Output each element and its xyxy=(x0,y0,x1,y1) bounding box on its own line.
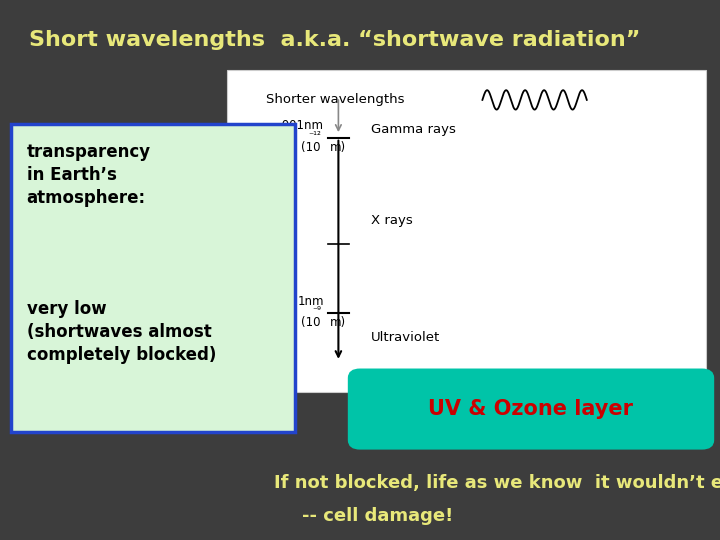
FancyBboxPatch shape xyxy=(227,70,706,392)
Text: X rays: X rays xyxy=(371,213,413,227)
Text: Gamma rays: Gamma rays xyxy=(371,123,456,136)
Text: transparency
in Earth’s
atmosphere:: transparency in Earth’s atmosphere: xyxy=(27,143,150,207)
Text: Ultraviolet: Ultraviolet xyxy=(371,331,440,344)
Text: ⁻⁹: ⁻⁹ xyxy=(312,306,321,316)
Text: -- cell damage!: -- cell damage! xyxy=(302,507,454,525)
FancyBboxPatch shape xyxy=(349,370,713,448)
FancyBboxPatch shape xyxy=(11,124,295,432)
Text: 1nm: 1nm xyxy=(297,295,324,308)
Text: Shorter wavelengths: Shorter wavelengths xyxy=(266,93,405,106)
Text: If not blocked, life as we know  it wouldn’t exist on Earth: If not blocked, life as we know it would… xyxy=(274,474,720,492)
Text: .001nm: .001nm xyxy=(279,119,324,132)
Text: (10: (10 xyxy=(301,316,320,329)
Text: ⁻¹²: ⁻¹² xyxy=(308,131,321,140)
Text: m): m) xyxy=(330,316,346,329)
Text: (10: (10 xyxy=(301,141,320,154)
Text: UV & Ozone layer: UV & Ozone layer xyxy=(428,399,634,419)
Text: Short wavelengths  a.k.a. “shortwave radiation”: Short wavelengths a.k.a. “shortwave radi… xyxy=(29,30,640,50)
Text: very low
(shortwaves almost
completely blocked): very low (shortwaves almost completely b… xyxy=(27,300,216,363)
Text: m): m) xyxy=(330,141,346,154)
